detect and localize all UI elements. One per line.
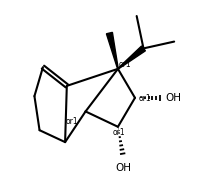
Text: OH: OH: [115, 163, 131, 173]
Polygon shape: [118, 46, 145, 69]
Text: or1: or1: [66, 117, 79, 126]
Text: OH: OH: [166, 93, 182, 103]
Text: or1: or1: [119, 60, 131, 69]
Text: or1: or1: [113, 128, 126, 137]
Polygon shape: [106, 32, 118, 69]
Text: or1: or1: [139, 94, 152, 103]
